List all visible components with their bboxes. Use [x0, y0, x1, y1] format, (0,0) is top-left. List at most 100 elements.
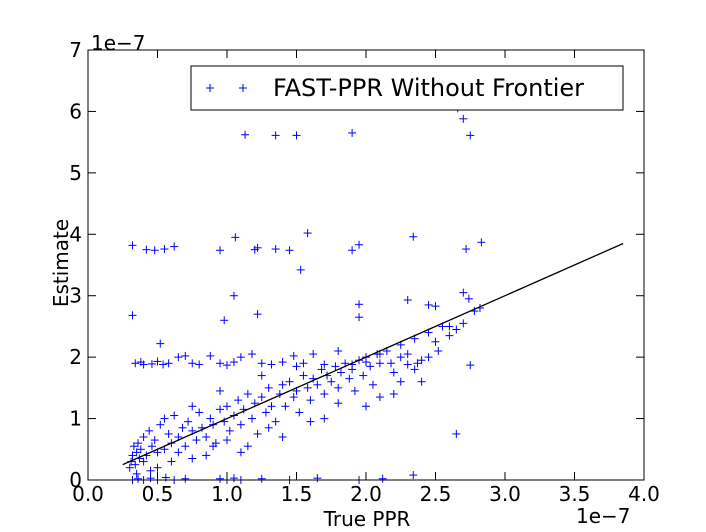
data-point [160, 414, 169, 423]
x-tick-label: 0.0 [72, 482, 104, 506]
data-point [257, 393, 266, 402]
data-point [355, 240, 364, 249]
data-point [136, 445, 145, 454]
y-axis-offset-label: 1e−7 [91, 31, 146, 55]
data-point [253, 243, 262, 252]
data-point [253, 429, 262, 438]
y-tick-label: 6 [69, 99, 82, 123]
data-point [466, 361, 475, 370]
data-point [403, 360, 412, 369]
data-point [139, 457, 148, 466]
data-point [292, 362, 301, 371]
data-point [223, 361, 231, 370]
data-point [303, 229, 312, 238]
data-point [231, 233, 240, 242]
legend-marker-plus [206, 84, 214, 92]
legend: FAST-PPR Without Frontier [190, 65, 624, 111]
legend-entry-label: FAST-PPR Without Frontier [273, 74, 584, 102]
data-point [225, 426, 234, 435]
data-point [188, 454, 197, 463]
data-point [409, 471, 418, 480]
data-point [195, 360, 204, 369]
data-point [134, 439, 143, 448]
data-point [278, 358, 287, 367]
data-point [156, 339, 165, 348]
axis-ticks: 0.0 0.5 1.0 1.5 2.0 2.5 3.0 3.5 4.0 0 1 2 3 4 5 6 7 [69, 38, 660, 506]
y-tick-label: 0 [69, 468, 82, 492]
data-point [147, 359, 156, 368]
data-point [150, 436, 159, 445]
y-tick-label: 3 [69, 284, 82, 308]
data-point [296, 265, 305, 274]
data-point [331, 362, 340, 371]
data-point [132, 469, 141, 478]
y-tick-label: 1 [69, 407, 82, 431]
data-point [289, 351, 298, 360]
data-point [146, 466, 155, 475]
data-point [216, 474, 225, 483]
x-tick-label: 1.5 [281, 482, 313, 506]
data-point [396, 377, 405, 386]
data-point [216, 246, 225, 255]
data-point [389, 368, 398, 377]
data-point [462, 245, 471, 254]
legend-box [190, 65, 624, 111]
data-point [431, 337, 440, 346]
data-point [396, 353, 405, 362]
data-point [431, 302, 440, 311]
data-point [413, 359, 422, 368]
data-point [452, 325, 461, 334]
x-tick-label: 1.0 [211, 482, 243, 506]
data-point [320, 390, 329, 398]
data-point [257, 371, 266, 380]
data-point [236, 448, 245, 457]
data-point [229, 291, 238, 300]
data-point [147, 442, 156, 451]
data-point [264, 383, 273, 392]
data-point [195, 408, 204, 417]
data-point [192, 436, 201, 445]
data-point [139, 433, 148, 441]
data-point [216, 386, 225, 395]
data-point [387, 359, 396, 368]
data-point [477, 238, 486, 247]
data-point [206, 414, 215, 423]
data-point [216, 359, 225, 368]
data-point [236, 353, 245, 362]
data-point [125, 463, 134, 472]
data-point [434, 347, 443, 355]
data-point [181, 351, 190, 360]
data-point [362, 402, 370, 411]
data-point [142, 245, 151, 254]
data-point [145, 426, 154, 435]
y-tick-label: 7 [69, 38, 82, 62]
reference-line [122, 242, 624, 466]
data-point [409, 232, 418, 241]
data-point [317, 365, 326, 374]
y-tick-label: 4 [69, 222, 82, 246]
data-point [336, 368, 345, 377]
y-tick-label: 2 [69, 345, 82, 369]
data-point [417, 377, 426, 386]
data-point [131, 460, 140, 469]
data-point [459, 319, 468, 328]
data-point [131, 359, 140, 368]
data-point [139, 360, 148, 369]
data-point [132, 448, 141, 457]
data-point [313, 380, 322, 389]
data-point [202, 433, 211, 441]
data-point [355, 300, 364, 309]
data-point [257, 474, 266, 483]
data-point [229, 474, 238, 483]
data-point [181, 442, 190, 451]
legend-marker [206, 84, 247, 92]
data-point [445, 322, 454, 331]
data-point [334, 399, 343, 408]
data-point [188, 402, 197, 411]
data-point [248, 414, 257, 423]
data-point [285, 246, 294, 255]
data-point [334, 347, 343, 355]
data-point [464, 294, 473, 303]
data-point [299, 359, 308, 368]
